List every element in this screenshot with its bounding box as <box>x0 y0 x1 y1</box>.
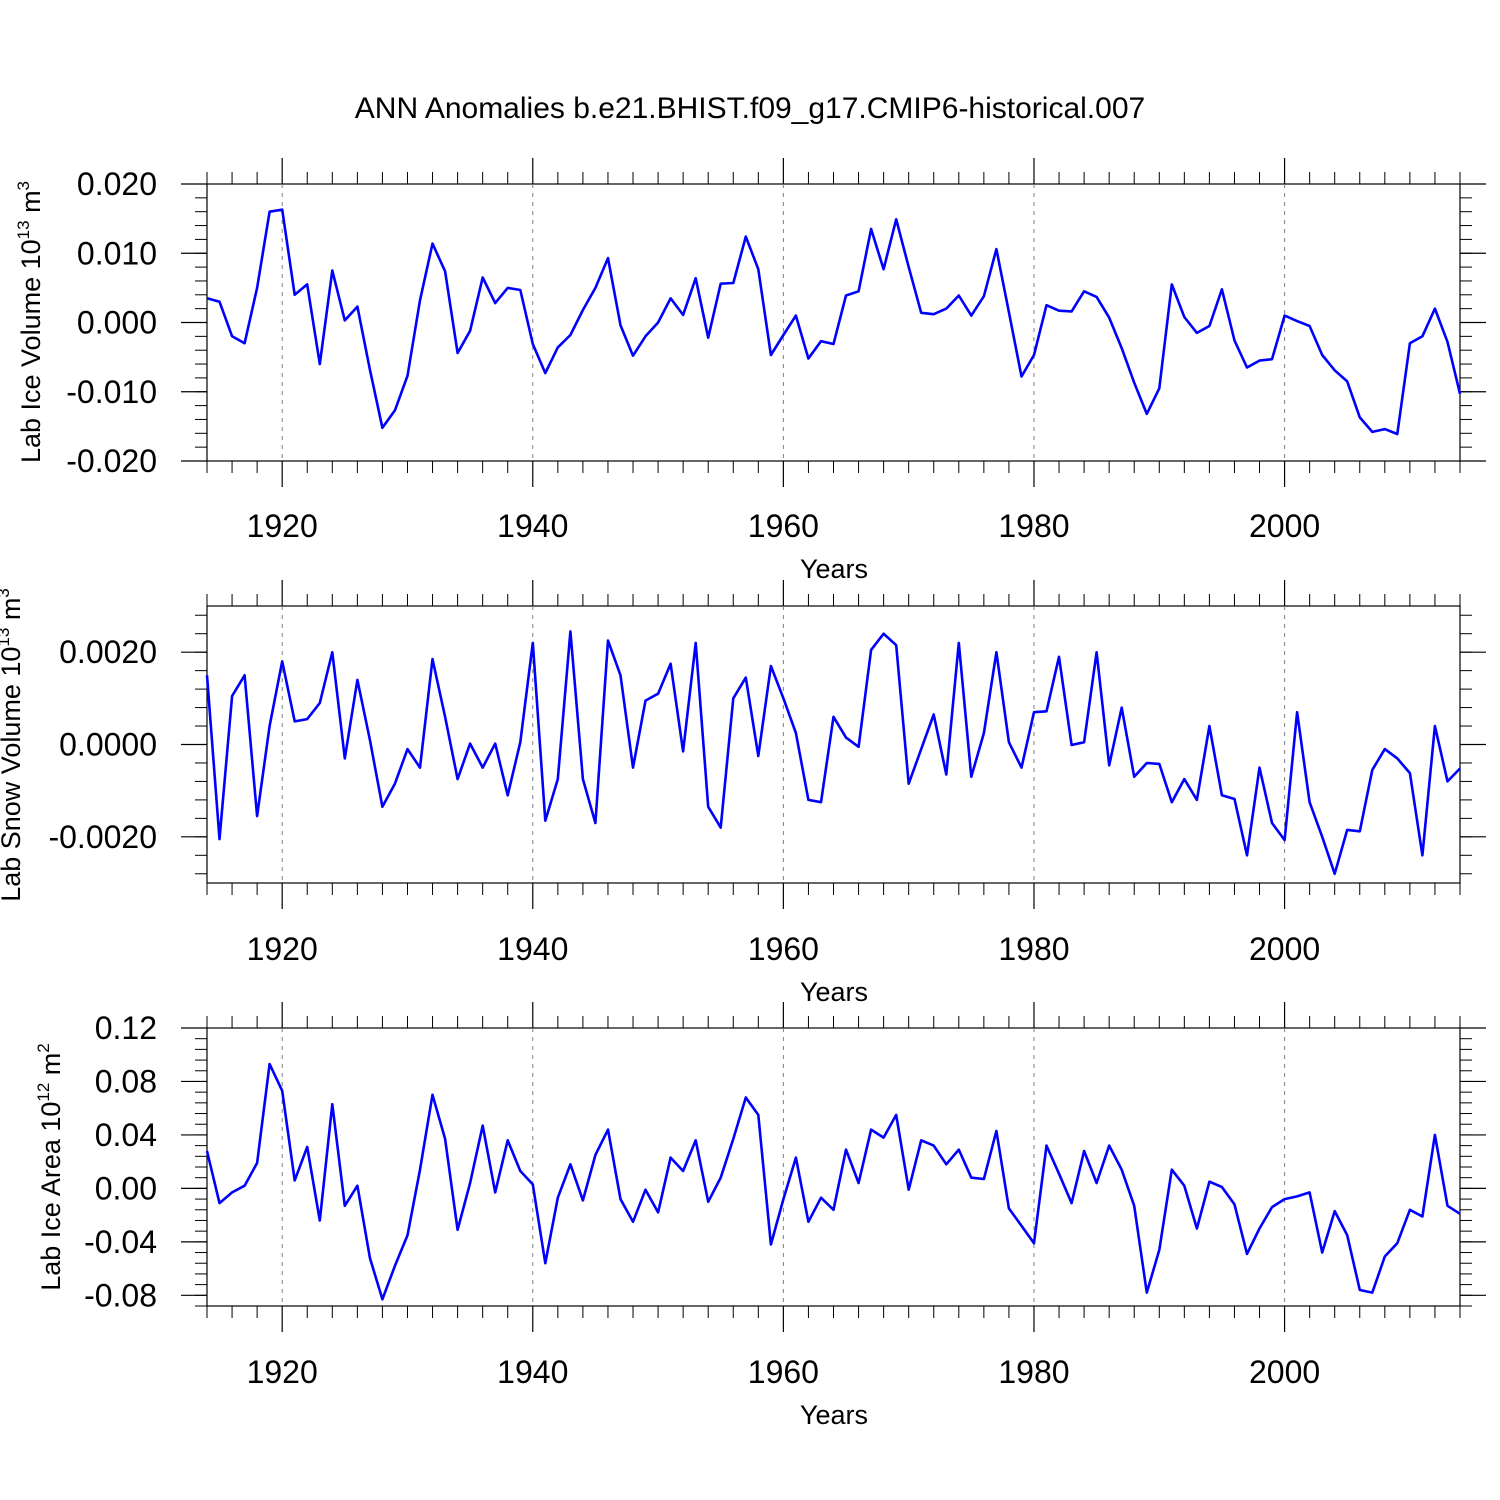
y-tick-label: 0.020 <box>77 166 157 202</box>
y-tick-label: 0.0020 <box>59 634 157 670</box>
chart-panels: 1920 1940 1960 1980 2000 0.020 0.010 0.000 -0.01… <box>0 158 1486 1430</box>
y-tick-label: 0.010 <box>77 235 157 271</box>
chart-panel-ice-area: 1920 1940 1960 1980 2000 0.12 0.08 0.04 0.00 -0.0… <box>34 1002 1486 1430</box>
y-axis-label: Lab Ice Area 1012 m2 <box>34 1043 66 1291</box>
figure-title: ANN Anomalies b.e21.BHIST.f09_g17.CMIP6-… <box>355 92 1145 125</box>
y-tick-label: 0.000 <box>77 305 157 341</box>
x-tick-label: 2000 <box>1249 508 1320 544</box>
series-line-snow-volume <box>205 630 1461 876</box>
y-tick-label: 0.00 <box>95 1170 157 1206</box>
series-line-ice-volume <box>206 208 1462 436</box>
x-tick-label: 1920 <box>247 931 318 967</box>
x-tick-label: 1940 <box>497 931 568 967</box>
x-axis-label: Years <box>800 977 868 1007</box>
y-tick-label: 0.08 <box>95 1063 157 1099</box>
x-tick-label: 1980 <box>998 1354 1069 1390</box>
plot-frame <box>206 183 1461 462</box>
y-tick-label: -0.0020 <box>48 819 157 855</box>
y-tick-label: -0.04 <box>84 1224 157 1260</box>
y-axis-label: Lab Ice Volume 1013 m3 <box>14 181 46 463</box>
x-tick-label: 1920 <box>247 1354 318 1390</box>
y-tick-label: 0.04 <box>95 1117 157 1153</box>
x-tick-label: 1940 <box>497 1354 568 1390</box>
y-tick-label: 0.0000 <box>59 727 157 763</box>
y-tick-label: -0.010 <box>66 374 157 410</box>
x-tick-label: 1980 <box>998 508 1069 544</box>
y-tick-label: -0.08 <box>84 1277 157 1313</box>
x-tick-label: 1940 <box>497 508 568 544</box>
chart-panel-ice-volume: 1920 1940 1960 1980 2000 0.020 0.010 0.000 -0.01… <box>14 158 1486 584</box>
x-axis-label: Years <box>800 1400 868 1430</box>
x-axis-label: Years <box>800 554 868 584</box>
x-tick-label: 1920 <box>247 508 318 544</box>
y-tick-label: 0.12 <box>95 1010 157 1046</box>
x-tick-label: 2000 <box>1249 931 1320 967</box>
x-tick-label: 1960 <box>748 1354 819 1390</box>
x-tick-label: 2000 <box>1249 1354 1320 1390</box>
chart-panel-snow-volume: 1920 1940 1960 1980 2000 0.0020 0.0000 -0.0020 Y… <box>0 580 1486 1007</box>
y-axis-label: Lab Snow Volume 1013 m3 <box>0 588 26 902</box>
x-tick-label: 1960 <box>748 508 819 544</box>
x-tick-label: 1960 <box>748 931 819 967</box>
plot-frame <box>206 605 1461 884</box>
series-line-ice-area <box>205 1062 1461 1301</box>
y-tick-label: -0.020 <box>66 443 157 479</box>
x-tick-label: 1980 <box>998 931 1069 967</box>
